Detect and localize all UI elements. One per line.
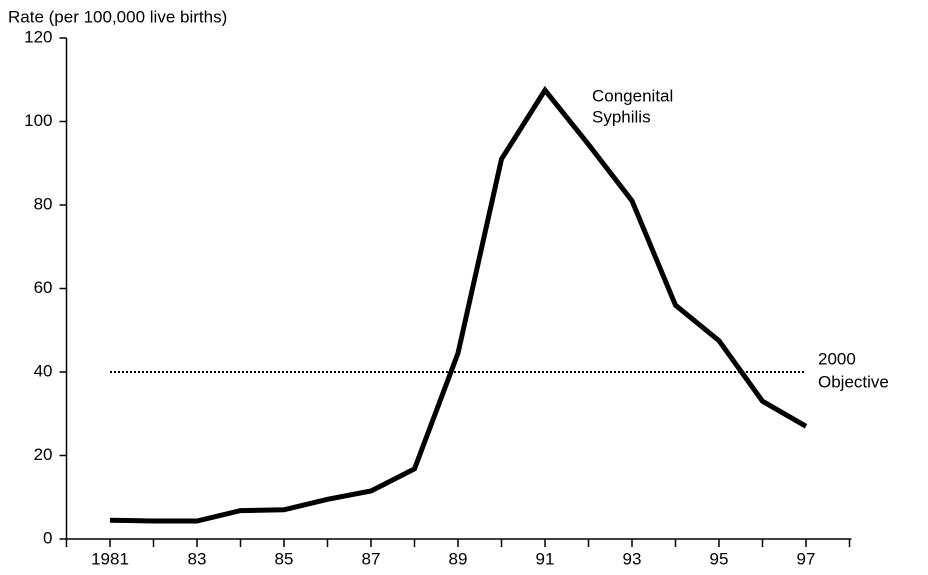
- y-axis-label: Rate (per 100,000 live births): [8, 7, 227, 26]
- y-tick-label: 60: [34, 278, 53, 297]
- y-tick-label: 20: [34, 445, 53, 464]
- reference-label: Objective: [818, 372, 889, 391]
- y-tick-label: 80: [34, 194, 53, 213]
- x-tick-label: 95: [710, 549, 729, 568]
- series-label: Syphilis: [592, 107, 651, 126]
- x-tick-label: 93: [623, 549, 642, 568]
- x-tick-label: 85: [275, 549, 294, 568]
- x-tick-label: 91: [536, 549, 555, 568]
- y-tick-label: 120: [24, 27, 52, 46]
- y-tick-label: 0: [43, 528, 52, 547]
- x-tick-label: 1981: [91, 549, 129, 568]
- x-tick-label: 83: [188, 549, 207, 568]
- x-tick-label: 97: [797, 549, 816, 568]
- y-tick-label: 100: [24, 111, 52, 130]
- x-tick-label: 89: [449, 549, 468, 568]
- series-label: Congenital: [592, 86, 673, 105]
- data-line: [109, 85, 808, 524]
- y-tick-label: 40: [34, 361, 53, 380]
- reference-label: 2000: [818, 349, 856, 368]
- x-tick-label: 87: [362, 549, 381, 568]
